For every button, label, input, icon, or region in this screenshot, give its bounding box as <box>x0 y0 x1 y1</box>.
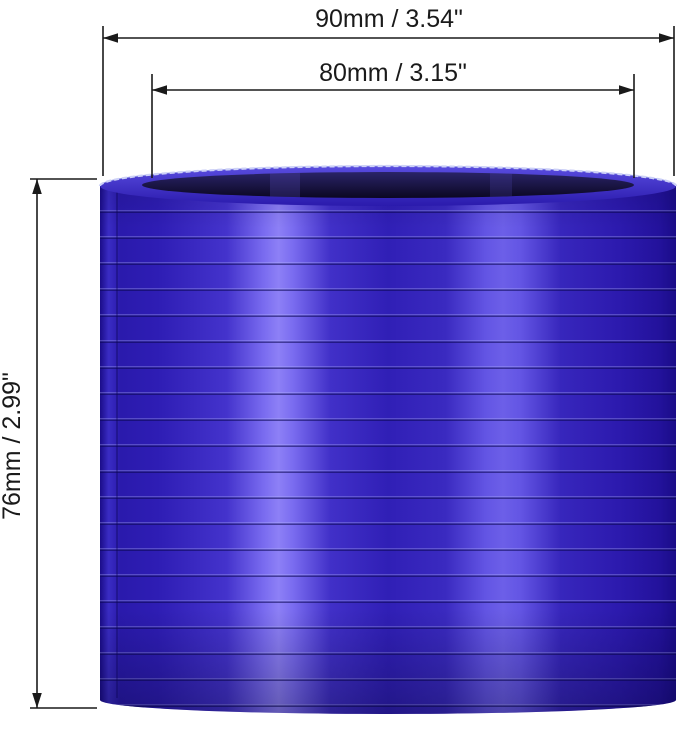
hose-opening <box>142 172 634 198</box>
arrowhead-left <box>152 85 167 95</box>
hose-coupler <box>98 164 678 714</box>
rim-serrated-edge <box>98 164 678 187</box>
opening-reflection-streak <box>490 172 512 198</box>
arrowhead-top <box>32 179 42 194</box>
dimension-annotations <box>30 26 675 709</box>
arrowhead-left <box>103 33 118 43</box>
arrowhead-right <box>659 33 674 43</box>
dimension-height <box>30 178 97 709</box>
hose-body-shading <box>100 186 676 714</box>
opening-reflection-streak <box>270 172 300 198</box>
label-outer-diameter: 90mm / 3.54" <box>315 5 463 33</box>
arrowhead-right <box>619 85 634 95</box>
dimension-labels: 90mm / 3.54" 80mm / 3.15" 76mm / 2.99" <box>0 5 467 520</box>
opening-reflections <box>270 172 512 198</box>
label-height: 76mm / 2.99" <box>0 372 26 520</box>
arrowhead-bottom <box>32 693 42 708</box>
label-inner-diameter: 80mm / 3.15" <box>319 59 467 87</box>
dimension-inner-diameter <box>151 74 635 178</box>
dimension-outer-diameter <box>102 26 675 176</box>
